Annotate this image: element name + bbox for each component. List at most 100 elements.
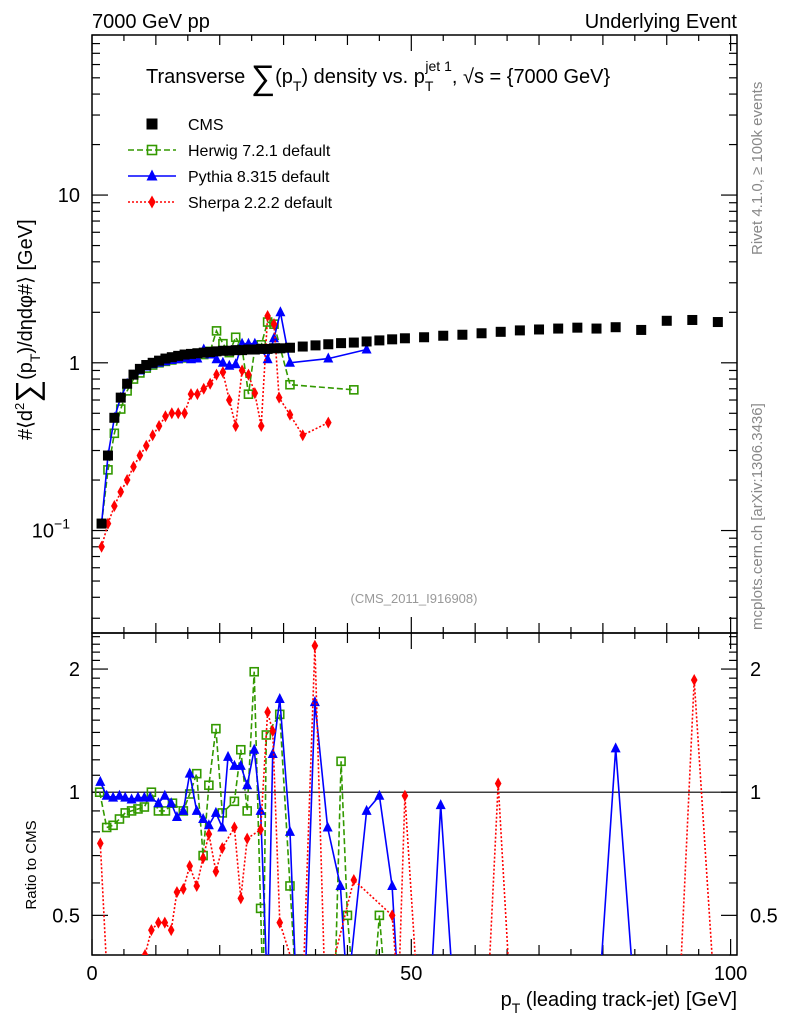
ratio-sherpa-point: [193, 879, 201, 892]
ratio-pythia-point: [235, 759, 246, 770]
main-cms-point: [399, 333, 410, 344]
ratio-herwig-point: [211, 723, 221, 734]
ratio-pythia-point: [284, 825, 295, 836]
main-cms-point: [348, 337, 359, 348]
ratio-sherpa-point: [257, 823, 264, 836]
main-cms-point: [610, 322, 621, 333]
main-cms-point: [374, 335, 385, 346]
main-ylabel: #⟨d2∑(pT)/dηdφ#⟩ [GeV]: [9, 219, 45, 440]
ratio-sherpa-point: [218, 842, 226, 855]
main-sherpa-point: [275, 391, 283, 404]
main-sherpa-point: [206, 377, 214, 390]
main-cms-point: [457, 329, 468, 340]
main-cms-point: [387, 334, 398, 345]
ratio-herwig-point: [126, 806, 137, 816]
main-cms-point: [134, 363, 145, 374]
ratio-sherpa-point: [269, 725, 277, 738]
main-sherpa-point: [213, 368, 220, 381]
main-cms-point: [636, 324, 647, 335]
ratio-sherpa-point: [231, 821, 238, 834]
ratio-pythia-point: [374, 789, 385, 800]
main-cms-point: [572, 322, 583, 333]
main-cms-point: [147, 357, 158, 368]
ratio-y-tick-label: 1: [750, 782, 761, 804]
main-cms-point: [262, 343, 273, 354]
ratio-sherpa-point: [148, 924, 155, 937]
main-cms-point: [166, 352, 177, 363]
ratio-pythia-point: [335, 879, 346, 890]
ratio-pythia-point: [171, 810, 182, 821]
x-tick-label: 100: [714, 963, 747, 985]
main-cms-point: [173, 350, 184, 361]
ratio-sherpa-point: [401, 789, 409, 802]
y-tick-label: 1: [69, 353, 80, 375]
main-sherpa-point: [264, 310, 271, 323]
ratio-sherpa-point: [243, 832, 251, 845]
ratio-herwig-point: [160, 806, 171, 816]
main-cms-point: [96, 518, 107, 529]
ratio-sherpa-line: [99, 645, 713, 955]
main-cms-point: [217, 345, 228, 356]
main-cms-point: [185, 348, 196, 359]
main-cms-point: [198, 347, 209, 358]
ratio-pythia-point: [274, 692, 285, 703]
main-sherpa-point: [104, 517, 112, 530]
rivet-label: Rivet 4.1.0, ≥ 100k events: [749, 82, 766, 255]
main-pythia-point: [323, 352, 334, 363]
y-tick-label: 10−1: [32, 516, 70, 543]
ratio-pythia-point: [159, 789, 170, 800]
ratio-sherpa-point: [276, 916, 284, 929]
main-sherpa-point: [238, 364, 246, 377]
main-cms-point: [687, 314, 698, 325]
ratio-y-tick-label: 1: [69, 782, 80, 804]
ratio-pythia-point: [198, 813, 209, 824]
legend-sherpa-label: Sherpa 2.2.2 default: [188, 195, 333, 212]
main-pythia-point: [230, 358, 241, 369]
main-sherpa-point: [155, 419, 163, 432]
main-herwig-point: [109, 428, 120, 439]
ratio-frame: [91, 632, 738, 956]
main-sherpa-point: [174, 407, 182, 420]
ratio-pythia-point: [210, 806, 221, 817]
ratio-herwig-point: [342, 910, 353, 921]
ratio-y-tick-label: 0.5: [750, 905, 778, 927]
main-herwig-point: [103, 465, 113, 475]
main-sherpa-point: [286, 408, 294, 421]
main-cms-point: [514, 325, 525, 336]
ratio-pythia-point: [120, 791, 131, 802]
ratio-pythia-point: [361, 804, 372, 815]
ratio-pythia-point: [435, 799, 446, 810]
main-sherpa-point: [270, 318, 278, 331]
main-sherpa-point: [200, 382, 208, 395]
ratio-pythia-point: [217, 821, 228, 832]
main-series: [96, 306, 723, 553]
main-herwig-point: [211, 326, 222, 336]
ratio-sherpa-point: [161, 916, 169, 929]
ratio-herwig-point: [204, 780, 214, 791]
main-herwig-point: [285, 379, 295, 390]
x-axis-label: pT (leading track-jet) [GeV]: [501, 989, 737, 1016]
ratio-pythia-line: [99, 698, 633, 955]
main-cms-point: [122, 378, 133, 389]
main-sherpa-point: [245, 368, 252, 381]
ratio-pythia-point: [191, 804, 202, 815]
ratio-pythia-point: [178, 804, 189, 815]
ratio-pythia-point: [203, 819, 214, 830]
main-sherpa-point: [187, 388, 195, 401]
main-cms-point: [269, 343, 280, 354]
ratio-sherpa-point: [311, 639, 319, 652]
ratio-sherpa-point: [199, 852, 207, 865]
ratio-sherpa-point: [96, 837, 104, 850]
ratio-sherpa-point: [388, 909, 396, 922]
mcplots-label: mcplots.cern.ch [arXiv:1306.3436]: [749, 403, 766, 630]
ratio-pythia-point: [145, 791, 156, 802]
main-cms-point: [297, 341, 308, 352]
main-cms-point: [495, 326, 506, 337]
ratio-herwig-point: [229, 796, 240, 807]
main-pythia-point: [275, 306, 286, 317]
main-pythia-point: [217, 356, 228, 367]
ratio-herwig-point: [94, 787, 105, 798]
legend-sherpa-marker: [148, 195, 156, 209]
main-cms-point: [336, 338, 347, 349]
